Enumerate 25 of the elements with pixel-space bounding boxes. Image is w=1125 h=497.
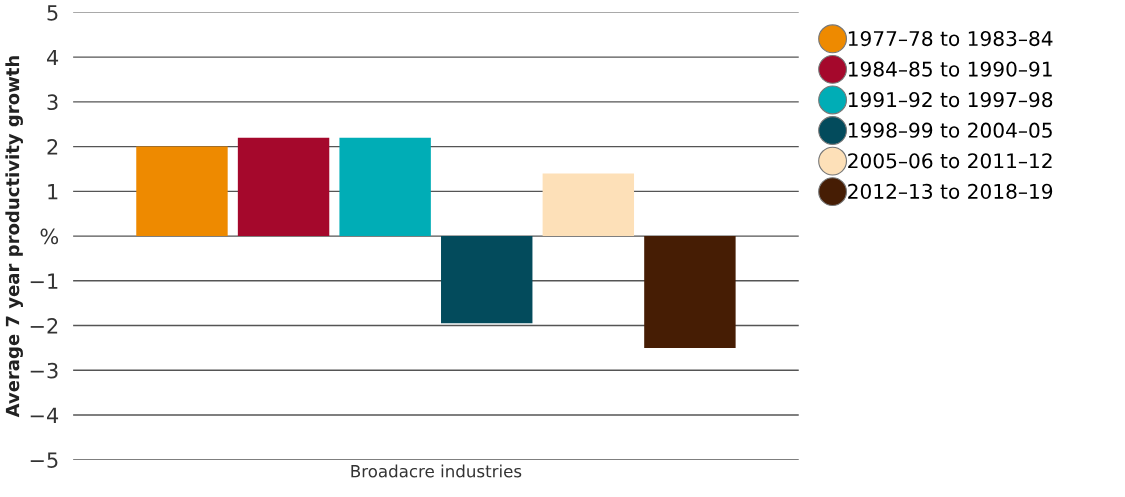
legend-label: 1977–78 to 1983–84 bbox=[848, 30, 1053, 47]
legend-label: 1998–99 to 2004–05 bbox=[848, 122, 1052, 138]
y-axis-title: Average 7 year productivity growth bbox=[5, 56, 23, 418]
y-tick-label: −5 bbox=[30, 452, 58, 468]
bar bbox=[644, 236, 736, 348]
y-tick-label: 4 bbox=[47, 49, 59, 66]
y-tick-label: −3 bbox=[30, 362, 58, 379]
y-tick-label: 5 bbox=[47, 5, 58, 21]
y-tick-label: 3 bbox=[47, 94, 58, 111]
legend-label: 2005–06 to 2011–12 bbox=[848, 153, 1052, 169]
legend-label: 1991–92 to 1997–98 bbox=[848, 92, 1053, 108]
y-tick-label: −2 bbox=[30, 317, 58, 334]
y-tick-label: −4 bbox=[30, 407, 59, 423]
legend-label: 1984–85 to 1990–91 bbox=[848, 61, 1052, 77]
bar bbox=[339, 137, 431, 237]
y-tick-label: % bbox=[40, 228, 59, 245]
y-tick-label: 2 bbox=[47, 139, 58, 155]
bar bbox=[136, 146, 228, 237]
y-tick-label: 1 bbox=[48, 184, 58, 200]
bar bbox=[542, 173, 635, 237]
bar bbox=[441, 236, 533, 324]
y-tick-label: −1 bbox=[30, 273, 58, 289]
x-tick-label: Broadacre industries bbox=[351, 464, 522, 478]
bar bbox=[237, 137, 330, 237]
legend-label: 2012–13 to 2018–19 bbox=[848, 183, 1053, 199]
